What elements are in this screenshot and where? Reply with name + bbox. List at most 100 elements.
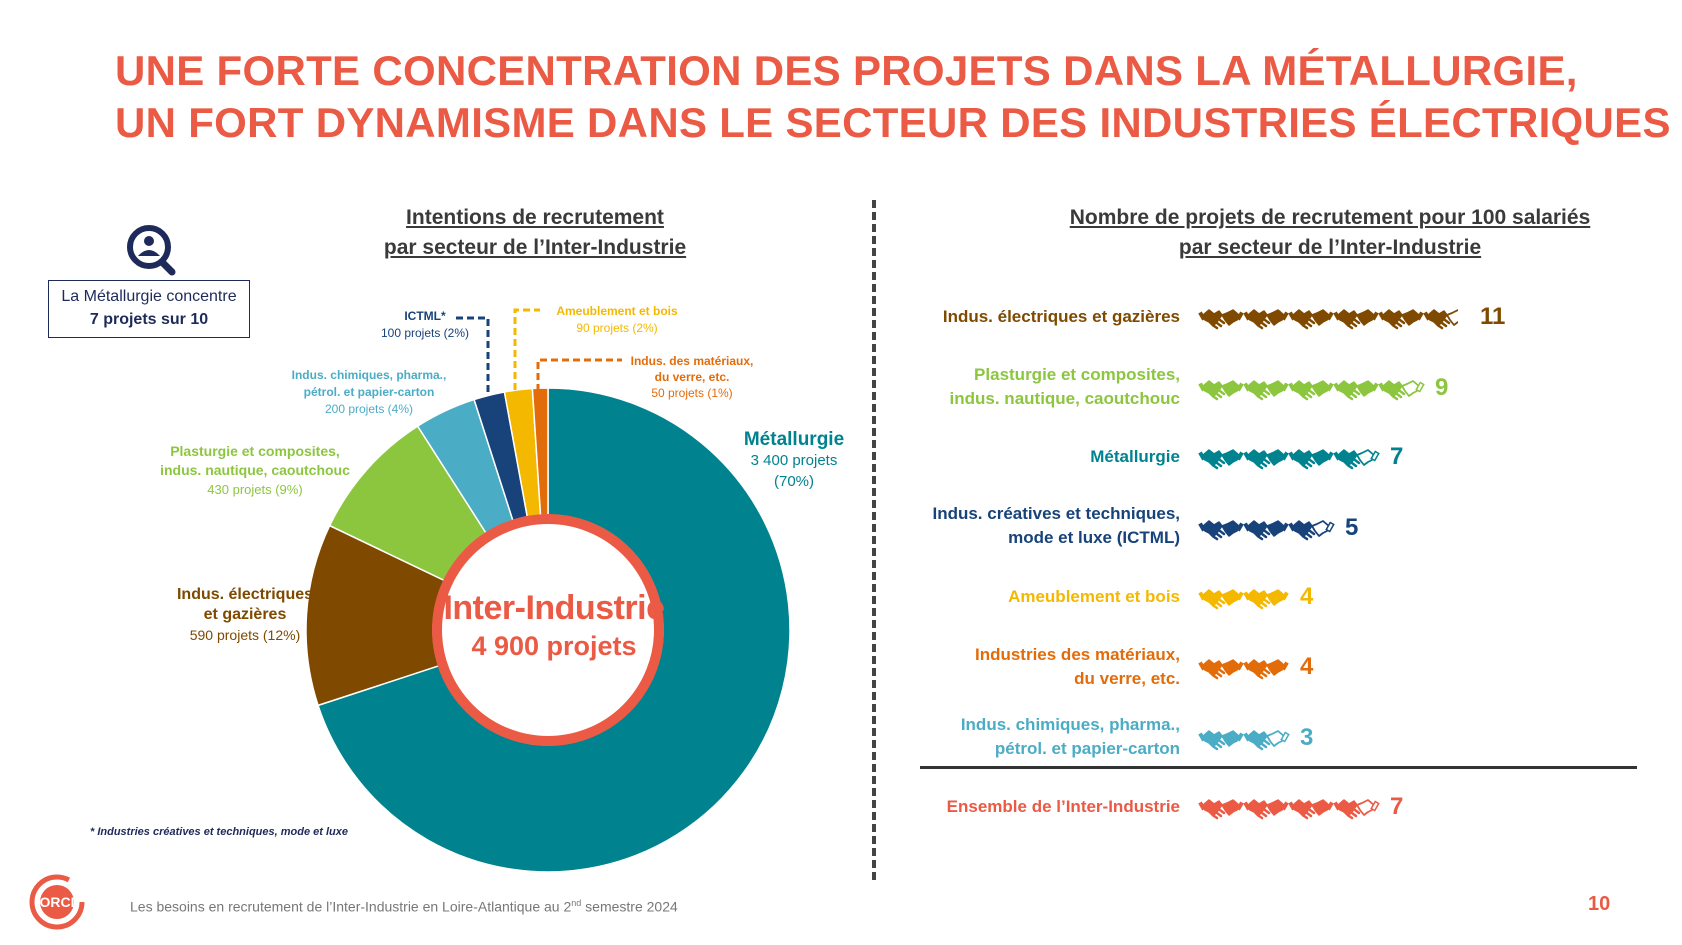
- handshake-icon: [1243, 659, 1289, 680]
- slice-name-line-2: pétrol. et papier-carton: [303, 385, 435, 399]
- row-value-plasturgie: 9: [1435, 374, 1449, 401]
- slice-name: Ameublement et bois: [556, 304, 678, 318]
- row-icons-electriques: [1198, 309, 1458, 330]
- slice-value: 430 projets (9%): [207, 482, 303, 497]
- handshake-icon: [1198, 309, 1244, 330]
- handshake-icon: [1243, 380, 1289, 401]
- footer-text-before: Les besoins en recrutement de l’Inter-In…: [130, 898, 572, 915]
- pictogram-chart-title: Nombre de projets de recrutement pour 10…: [1000, 203, 1660, 263]
- donut-title-line-2: par secteur de l’Inter-Industrie: [383, 236, 687, 259]
- handshake-icon: [1198, 380, 1244, 401]
- row-label-total: Ensemble de l’Inter-Industrie: [947, 795, 1180, 819]
- row-value-ameublement: 4: [1300, 583, 1314, 610]
- title-line-2: UN FORT DYNAMISME DANS LE SECTEUR DES IN…: [115, 99, 1671, 146]
- row-label-line-2: mode et luxe (ICTML): [1008, 528, 1180, 547]
- row-label-line-1: Industries des matériaux,: [974, 645, 1180, 664]
- handshake-icon: [1243, 799, 1289, 820]
- callout-line-2: 7 projets sur 10: [89, 311, 209, 328]
- row-label-line: Indus. électriques et gazières: [942, 307, 1180, 326]
- row-value-chimiques: 3: [1300, 724, 1314, 751]
- row-label-line: Ameublement et bois: [1008, 587, 1180, 606]
- handshake-icon: [1243, 589, 1289, 610]
- footnote: * Industries créatives et techniques, mo…: [90, 826, 348, 838]
- metallurgie-callout-box: La Métallurgie concentre 7 projets sur 1…: [48, 280, 250, 338]
- handshake-icon: [1198, 449, 1244, 470]
- slice-percent: (70%): [773, 473, 814, 490]
- handshake-icon: [1243, 730, 1290, 751]
- row-label-line: Ensemble de l’Inter-Industrie: [946, 797, 1180, 816]
- row-icons-plasturgie: [1198, 380, 1425, 401]
- leader-line-6: [536, 358, 622, 391]
- row-value-total: 7: [1390, 793, 1404, 820]
- row-label-line-1: Indus. chimiques, pharma.,: [960, 715, 1180, 734]
- row-label-line-2: indus. nautique, caoutchouc: [949, 389, 1180, 408]
- slice-name-line-2: du verre, etc.: [654, 370, 730, 384]
- handshake-icon: [1198, 659, 1244, 680]
- footer-caption: Les besoins en recrutement de l’Inter-In…: [130, 898, 678, 915]
- row-label-electriques: Indus. électriques et gazières: [943, 305, 1180, 329]
- orci-logo: ORCI: [29, 874, 85, 930]
- handshake-icon: [1288, 520, 1335, 541]
- handshake-icon: [1333, 449, 1380, 470]
- pictogram-title-line-2: par secteur de l’Inter-Industrie: [1178, 236, 1482, 259]
- row-icons-chimiques: [1198, 730, 1290, 751]
- search-people-icon: [127, 225, 176, 276]
- row-label-plasturgie: Plasturgie et composites, indus. nautiqu…: [950, 363, 1180, 411]
- slice-name: ICTML*: [404, 309, 446, 323]
- donut-chart: [305, 308, 791, 873]
- handshake-icon: [1423, 309, 1458, 330]
- leader-line-4: [452, 316, 490, 392]
- slice-label-electriques: Indus. électriques et gazières 590 proje…: [150, 585, 340, 645]
- slice-value: 3 400 projets: [750, 452, 838, 469]
- row-label-chimiques: Indus. chimiques, pharma., pétrol. et pa…: [961, 713, 1180, 761]
- row-value-metallurgie: 7: [1390, 443, 1404, 470]
- handshake-icon: [1243, 520, 1289, 541]
- row-label-metallurgie: Métallurgie: [1090, 445, 1180, 469]
- pictogram-title-line-1: Nombre de projets de recrutement pour 10…: [1069, 206, 1591, 229]
- handshake-icon: [1198, 730, 1244, 751]
- row-label-line-1: Plasturgie et composites,: [974, 365, 1180, 384]
- slice-name-line-2: indus. nautique, caoutchouc: [160, 462, 350, 478]
- handshake-icon: [1198, 799, 1244, 820]
- handshake-icon: [1198, 520, 1244, 541]
- section-divider: [872, 200, 876, 880]
- title-line-1: UNE FORTE CONCENTRATION DES PROJETS DANS…: [115, 47, 1578, 94]
- page-number: 10: [1588, 893, 1611, 915]
- handshake-icon: [1333, 799, 1380, 820]
- slice-label-ameublement: Ameublement et bois 90 projets (2%): [542, 303, 692, 337]
- row-icons-ameublement: [1198, 589, 1289, 610]
- row-value-ictml: 5: [1345, 514, 1359, 541]
- slice-value: 200 projets (4%): [324, 402, 414, 416]
- slice-value: 100 projets (2%): [380, 326, 470, 340]
- row-value-electriques: 11: [1480, 303, 1506, 330]
- handshake-icon: [1378, 309, 1424, 330]
- row-icons-total: [1198, 799, 1380, 820]
- total-separator-line: [920, 766, 1637, 769]
- page-title: UNE FORTE CONCENTRATION DES PROJETS DANS…: [115, 45, 1671, 149]
- row-icons-materiaux: [1198, 659, 1289, 680]
- row-label-line-2: du verre, etc.: [1074, 669, 1180, 688]
- slice-label-metallurgie: Métallurgie 3 400 projets (70%): [724, 429, 864, 492]
- row-value-materiaux: 4: [1300, 653, 1314, 680]
- slice-name-line-1: Plasturgie et composites,: [170, 443, 340, 459]
- center-title: Inter-Industrie: [443, 589, 665, 627]
- logo-text: ORCI: [40, 894, 75, 910]
- slice-label-chimiques: Indus. chimiques, pharma., pétrol. et pa…: [274, 367, 464, 418]
- row-label-line-2: pétrol. et papier-carton: [994, 739, 1180, 758]
- donut-center-ring: [432, 514, 664, 746]
- row-label-line-1: Indus. créatives et techniques,: [932, 504, 1180, 523]
- handshake-icon: [1288, 309, 1334, 330]
- row-label-ameublement: Ameublement et bois: [1008, 585, 1180, 609]
- footer-text-after: semestre 2024: [581, 898, 678, 915]
- slice-label-materiaux: Indus. des matériaux, du verre, etc. 50 …: [622, 353, 762, 401]
- row-label-materiaux: Industries des matériaux, du verre, etc.: [975, 643, 1180, 691]
- handshake-icon: [1288, 380, 1334, 401]
- handshake-icon: [1198, 589, 1244, 610]
- slice-value: 590 projets (12%): [189, 627, 301, 643]
- leader-line-5: [513, 308, 540, 390]
- donut-title-line-1: Intentions de recrutement: [406, 206, 664, 229]
- slice-value: 50 projets (1%): [651, 386, 733, 400]
- slice-value: 90 projets (2%): [576, 321, 658, 335]
- slice-name-line-1: Indus. des matériaux,: [630, 354, 754, 368]
- row-icons-ictml: [1198, 520, 1335, 541]
